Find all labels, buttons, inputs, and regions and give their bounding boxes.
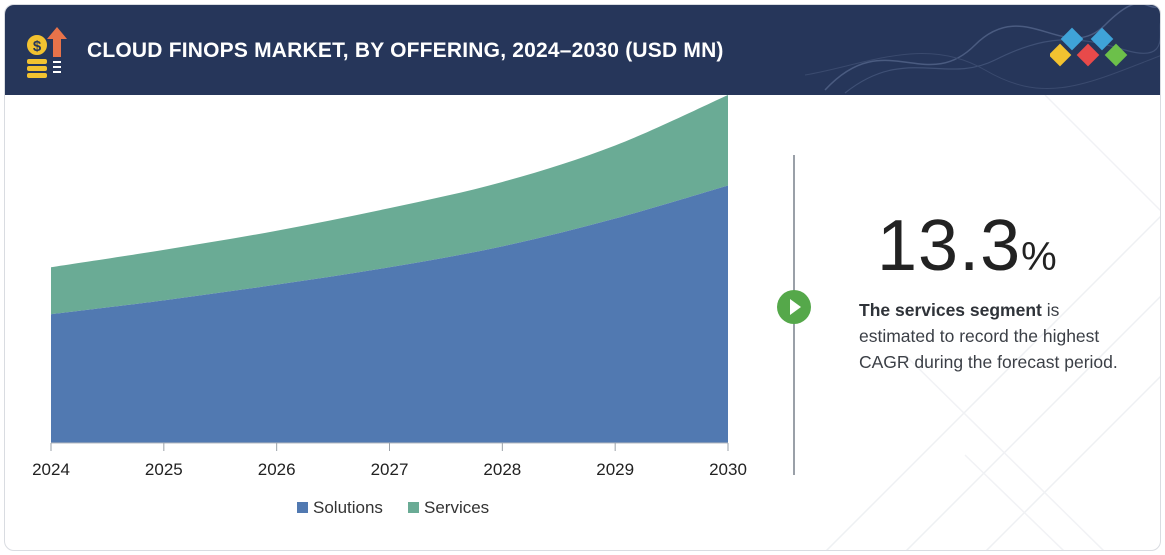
cagr-description: The services segment is estimated to rec… <box>859 297 1129 375</box>
x-tick-label-2030: 2030 <box>709 460 747 479</box>
legend-label-services: Services <box>424 498 489 517</box>
brand-logo <box>1050 27 1128 67</box>
x-tick-label-2024: 2024 <box>32 460 70 479</box>
legend-label-solutions: Solutions <box>313 498 383 517</box>
stacked-area-chart: 2024 2025 2026 2027 2028 2029 2030 Solutions Ser… <box>32 95 747 517</box>
header-banner: $ CLOUD FINOPS MARKET, BY OFFERING, 2024… <box>5 5 1160 95</box>
chart-title: CLOUD FINOPS MARKET, BY OFFERING, 2024–2… <box>87 39 724 62</box>
cagr-unit: % <box>1021 235 1057 279</box>
description-rest: is estimated to record the highest CAGR … <box>859 300 1118 372</box>
x-tick-label-2028: 2028 <box>483 460 521 479</box>
x-tick-label-2027: 2027 <box>371 460 409 479</box>
legend-swatch-solutions <box>297 502 308 513</box>
play-icon <box>777 290 811 324</box>
description-bold: The services segment <box>859 300 1042 320</box>
svg-text:$: $ <box>33 38 42 55</box>
decorative-background-lines <box>825 95 1160 550</box>
cagr-stat: 13.3% <box>877 205 1057 287</box>
series-area-solutions <box>51 185 728 443</box>
x-tick-label-2025: 2025 <box>145 460 183 479</box>
series-area-services <box>51 95 728 315</box>
finance-growth-icon: $ <box>25 27 67 78</box>
x-tick-label-2029: 2029 <box>596 460 634 479</box>
legend-swatch-services <box>408 502 419 513</box>
infographic-card: $ CLOUD FINOPS MARKET, BY OFFERING, 2024… <box>4 4 1161 551</box>
cagr-value: 13.3 <box>877 206 1022 286</box>
decorative-waves <box>805 5 1160 94</box>
x-tick-label-2026: 2026 <box>258 460 296 479</box>
